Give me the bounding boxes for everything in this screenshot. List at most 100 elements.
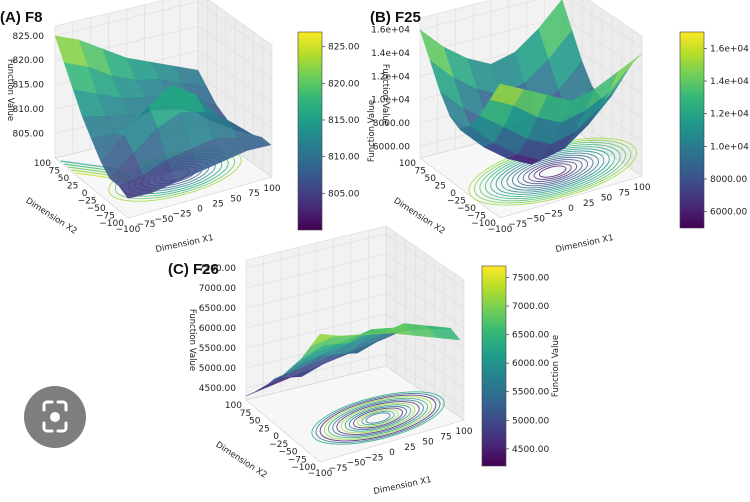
y-tick-label: 25 xyxy=(67,182,78,192)
colorbar-tick-label: 7500.00 xyxy=(512,273,549,283)
colorbar-tick-label: 7000.00 xyxy=(512,302,549,312)
x-tick-label: −100 xyxy=(116,225,141,235)
z-tick-label: 1.6e+04 xyxy=(371,26,410,36)
y-axis-label: Dimension X2 xyxy=(24,196,79,237)
colorbar-tick-label: 6500.00 xyxy=(512,331,549,341)
y-tick-label: −100 xyxy=(471,219,496,229)
y-tick-label: 100 xyxy=(225,401,242,411)
z-axis-label: Function Value xyxy=(5,59,15,121)
panel-2: −100−75−50−2502550751001007550250−25−50−… xyxy=(370,0,749,255)
y-tick-label: 50 xyxy=(425,174,437,184)
panel-1: −100−75−50−2502550751001007550250−25−50−… xyxy=(0,0,377,255)
colorbar-tick-label: 6000.00 xyxy=(710,208,747,218)
y-tick-label: −75 xyxy=(96,212,115,222)
y-tick-label: 100 xyxy=(34,159,51,169)
panel-title: (B) F25 xyxy=(370,9,421,26)
x-tick-label: −100 xyxy=(308,469,333,479)
y-tick-label: −75 xyxy=(467,212,486,222)
surface-patch xyxy=(310,333,344,347)
colorbar-tick-label: 5000.00 xyxy=(512,416,549,426)
y-tick-label: 50 xyxy=(249,417,261,427)
z-axis-label: Function Value xyxy=(380,64,390,126)
grid-line xyxy=(54,1,273,56)
colorbar-tick-label: 1.0e+04 xyxy=(710,142,749,152)
x-axis-label: Dimension X1 xyxy=(373,475,433,497)
grid-line xyxy=(245,233,465,289)
colorbar-tick-label: 6000.00 xyxy=(512,359,549,369)
grid-line xyxy=(419,0,643,48)
colorbar-tick-label: 805.00 xyxy=(328,189,360,199)
x-tick-label: −25 xyxy=(544,209,563,219)
x-tick-label: −75 xyxy=(508,220,527,230)
y-tick-label: 50 xyxy=(58,174,70,184)
y-tick-label: −25 xyxy=(269,440,288,450)
x-tick-label: 100 xyxy=(263,184,280,194)
z-tick-label: 7000.00 xyxy=(199,284,236,294)
y-tick-label: 75 xyxy=(415,167,426,177)
x-tick-label: −25 xyxy=(365,453,384,463)
x-axis-label: Dimension X1 xyxy=(555,233,615,255)
image-search-lens-button[interactable] xyxy=(24,386,86,448)
contour-line xyxy=(533,163,572,180)
x-tick-label: 25 xyxy=(404,443,415,453)
x-tick-label: 50 xyxy=(422,438,434,448)
contour-line xyxy=(315,392,441,444)
panel-title: (C) F26 xyxy=(168,261,219,278)
y-tick-label: 25 xyxy=(258,424,269,434)
contour-line xyxy=(323,396,433,440)
colorbar xyxy=(481,265,507,467)
x-tick-label: 0 xyxy=(568,204,574,214)
x-tick-label: −25 xyxy=(173,210,192,220)
z-tick-label: 7500.00 xyxy=(199,264,236,274)
z-tick-label: 820.00 xyxy=(13,56,45,66)
x-tick-label: 0 xyxy=(197,205,203,215)
contour-line xyxy=(506,152,599,191)
contour-line xyxy=(348,405,408,431)
floor-pane xyxy=(245,365,465,463)
z-tick-label: 805.00 xyxy=(13,130,45,140)
z-tick-label: 825.00 xyxy=(13,32,45,42)
colorbar xyxy=(297,31,323,231)
x-tick-label: 25 xyxy=(583,199,594,209)
x-tick-label: −75 xyxy=(137,220,156,230)
colorbar-label: Function Value xyxy=(367,100,377,162)
contour-line xyxy=(357,409,399,427)
y-tick-label: 0 xyxy=(273,432,279,442)
z-tick-label: 6500.00 xyxy=(199,304,236,314)
colorbar-tick-label: 8000.00 xyxy=(710,175,747,185)
x-tick-label: 25 xyxy=(212,199,223,209)
contour-line xyxy=(353,407,403,429)
colorbar-tick-label: 815.00 xyxy=(328,116,360,126)
x-tick-label: −50 xyxy=(155,215,174,225)
z-tick-label: 1.4e+04 xyxy=(371,49,410,59)
y-tick-label: −100 xyxy=(99,219,124,229)
z-tick-label: 810.00 xyxy=(13,105,45,115)
x-tick-label: 75 xyxy=(248,189,259,199)
z-axis-label: Function Value xyxy=(187,309,197,371)
y-axis-label: Dimension X2 xyxy=(392,196,447,237)
z-tick-label: 4500.00 xyxy=(199,384,236,394)
contour-line xyxy=(319,394,437,442)
colorbar-tick-label: 825.00 xyxy=(328,43,360,53)
z-tick-label: 815.00 xyxy=(13,81,45,91)
grid-line xyxy=(245,273,465,329)
panel-3: −100−75−50−2502550751001007550250−25−50−… xyxy=(168,225,561,497)
x-tick-label: 50 xyxy=(601,194,613,204)
contour-line xyxy=(344,404,412,432)
contour-line xyxy=(311,391,445,445)
colorbar-tick-label: 5500.00 xyxy=(512,388,549,398)
y-tick-label: 75 xyxy=(49,167,60,177)
y-tick-label: −25 xyxy=(447,197,466,207)
y-tick-label: −50 xyxy=(87,204,106,214)
image-search-lens-icon xyxy=(42,400,68,433)
contour-line xyxy=(361,410,395,426)
panel-title: (A) F8 xyxy=(0,9,43,26)
x-tick-label: 75 xyxy=(619,188,630,198)
x-tick-label: −100 xyxy=(488,225,513,235)
y-tick-label: 100 xyxy=(399,159,416,169)
contour-line xyxy=(528,161,578,182)
y-tick-label: −100 xyxy=(291,463,316,473)
x-tick-label: 100 xyxy=(633,183,650,193)
colorbar-tick-label: 1.2e+04 xyxy=(710,110,749,120)
contour-line xyxy=(522,159,583,185)
